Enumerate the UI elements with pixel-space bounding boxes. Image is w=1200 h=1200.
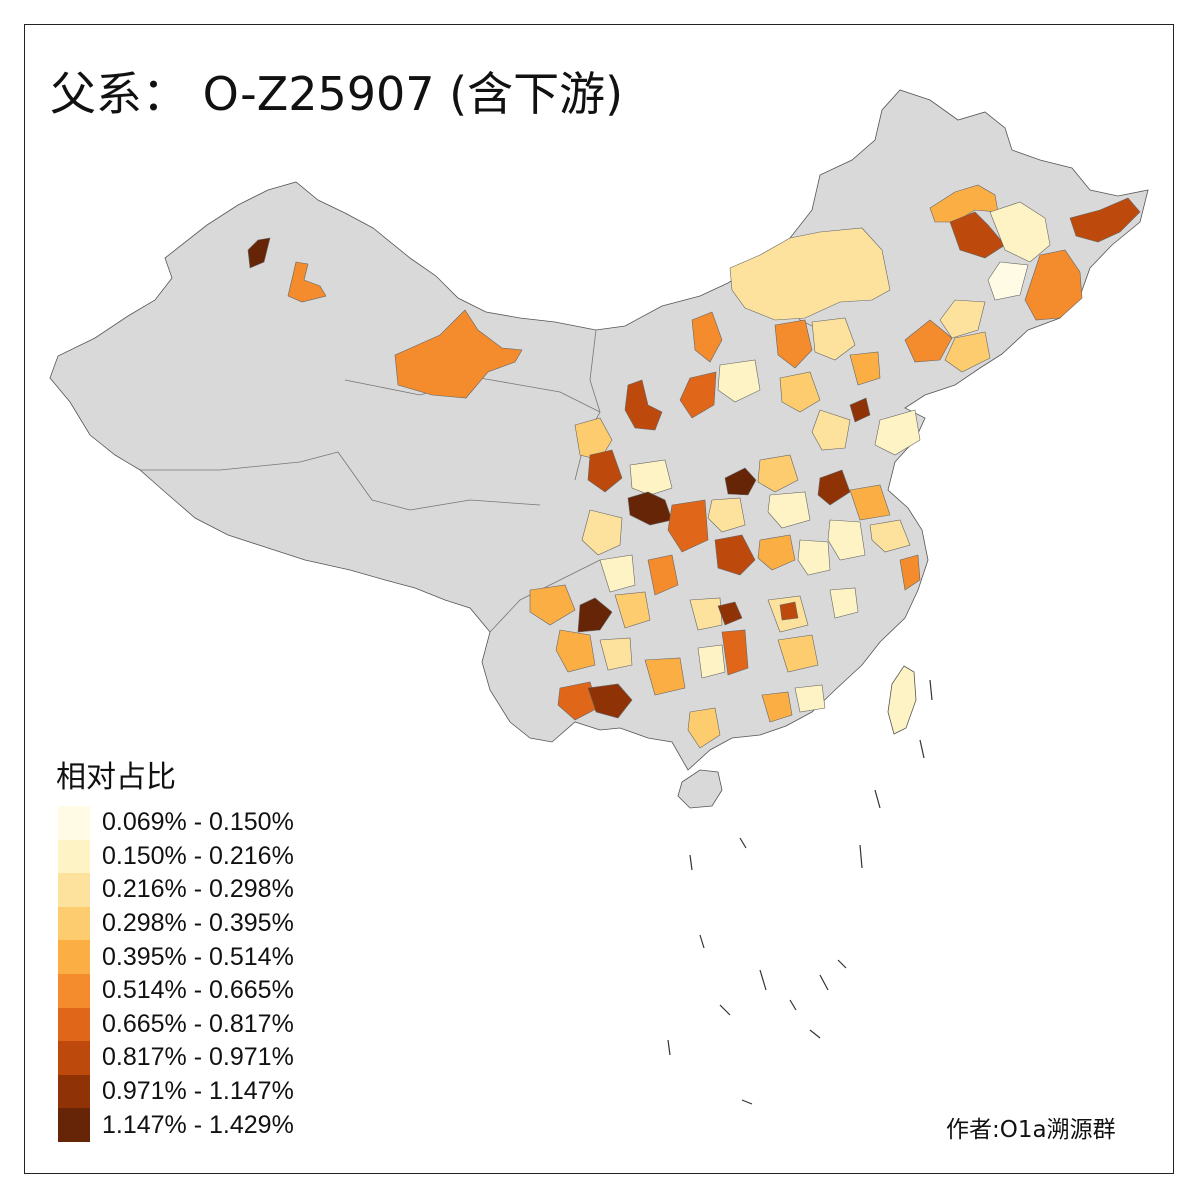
region-nw-1 [624, 379, 663, 431]
region-sw-5 [577, 597, 613, 633]
region-c-8 [869, 519, 911, 553]
region-nc-6 [679, 371, 717, 419]
region-nc-5 [717, 359, 761, 403]
region-hlj-4 [1069, 197, 1141, 243]
author-credit: 作者:O1a溯源群 [946, 1117, 1116, 1143]
region-nw-3 [587, 449, 623, 493]
region-nc-10 [811, 409, 851, 451]
region-s-3 [721, 629, 749, 676]
hainan-island [677, 769, 723, 809]
region-sw-6 [614, 591, 651, 629]
region-ln-1 [904, 319, 953, 363]
region-ln-2 [944, 331, 991, 373]
region-sw-8 [599, 637, 633, 671]
legend-swatch [58, 839, 90, 874]
region-s-6 [779, 601, 799, 621]
region-s-10 [761, 691, 793, 723]
south-sea-islands [667, 679, 933, 1105]
legend: 0.069% - 0.150% 0.150% - 0.216% 0.216% -… [58, 806, 294, 1142]
region-nc-2 [774, 319, 813, 369]
legend-label: 0.395% - 0.514% [102, 942, 294, 971]
legend-swatch [58, 806, 90, 840]
region-xj-1 [247, 237, 271, 269]
legend-swatch [58, 1108, 90, 1142]
region-c-2 [757, 454, 799, 493]
region-c-7 [849, 484, 891, 521]
region-c-4 [707, 497, 746, 533]
region-s-2 [717, 601, 743, 626]
region-s-8 [829, 587, 859, 619]
region-hlj-5 [1024, 249, 1083, 321]
legend-item: 0.069% - 0.150% [58, 806, 294, 840]
region-c-1 [724, 467, 757, 496]
legend-item: 0.971% - 1.147% [58, 1074, 294, 1109]
legend-item: 0.150% - 0.216% [58, 839, 294, 874]
legend-item: 0.216% - 0.298% [58, 873, 294, 907]
region-c-6 [817, 469, 851, 506]
legend-label: 0.298% - 0.395% [102, 909, 294, 938]
legend-label: 0.817% - 0.971% [102, 1043, 294, 1072]
region-c-11 [757, 534, 796, 571]
region-sw-10 [587, 683, 633, 719]
region-sw-9 [557, 681, 599, 721]
legend-label: 1.147% - 1.429% [102, 1110, 294, 1139]
legend-label: 0.069% - 0.150% [102, 808, 294, 837]
region-xj-2 [287, 261, 327, 303]
region-sw-7 [555, 629, 596, 673]
region-s-7 [777, 634, 819, 673]
region-nc-8 [849, 397, 871, 423]
legend-swatch [58, 1074, 90, 1109]
legend-swatch [58, 1041, 90, 1075]
region-s-11 [794, 684, 826, 713]
region-sw-1 [581, 509, 623, 556]
legend-item: 0.298% - 0.395% [58, 906, 294, 941]
region-nw-2 [574, 417, 613, 461]
legend-label: 0.150% - 0.216% [102, 841, 294, 870]
legend-label: 0.665% - 0.817% [102, 1009, 294, 1038]
region-nw-4 [629, 459, 673, 496]
region-c-13 [899, 554, 921, 591]
region-xj-3 [394, 309, 523, 399]
region-hlj-6 [987, 261, 1029, 301]
region-s-1 [689, 597, 723, 631]
region-s-4 [697, 644, 726, 679]
taiwan-island [887, 665, 917, 735]
region-c-10 [714, 534, 756, 576]
region-sw-4 [529, 584, 576, 626]
legend-item: 0.817% - 0.971% [58, 1041, 294, 1075]
region-im-1 [729, 227, 891, 321]
region-sw-2 [599, 554, 636, 593]
legend-label: 0.216% - 0.298% [102, 875, 294, 904]
legend-item: 0.395% - 0.514% [58, 940, 294, 974]
region-s-9 [687, 707, 721, 749]
map-title: 父系： O-Z25907 (含下游) [50, 67, 624, 121]
region-c-12 [797, 539, 831, 576]
region-c-3 [767, 491, 811, 529]
region-nc-9 [874, 409, 921, 456]
region-c-5 [667, 499, 709, 553]
legend-label: 0.514% - 0.665% [102, 976, 294, 1005]
region-nc-1 [691, 311, 723, 363]
region-nc-4 [849, 351, 881, 386]
legend-title: 相对占比 [56, 760, 176, 795]
region-nc-3 [811, 317, 856, 361]
legend-label: 0.971% - 1.147% [102, 1077, 294, 1106]
legend-item: 1.147% - 1.429% [58, 1108, 294, 1142]
region-c-9 [827, 519, 866, 561]
region-nc-7 [779, 371, 821, 413]
regions [247, 184, 1141, 749]
legend-item: 0.665% - 0.817% [58, 1007, 294, 1042]
region-sw-3 [647, 554, 679, 596]
region-sw-11 [644, 657, 686, 696]
legend-swatch [58, 940, 90, 974]
legend-item: 0.514% - 0.665% [58, 973, 294, 1008]
legend-swatch [58, 1007, 90, 1042]
region-hlj-3 [989, 201, 1051, 263]
legend-swatch [58, 906, 90, 941]
legend-swatch [58, 873, 90, 907]
legend-swatch [58, 973, 90, 1008]
region-jl-1 [939, 299, 986, 339]
